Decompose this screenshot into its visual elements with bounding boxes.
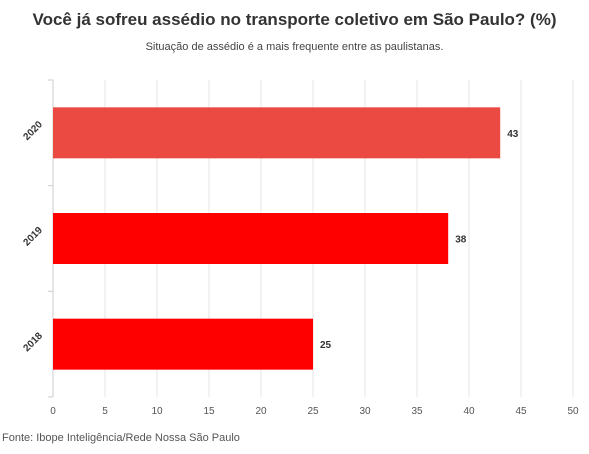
x-tick-label: 45 [515,406,527,417]
chart-subtitle: Situação de assédio é a mais frequente e… [145,41,444,53]
data-label: 25 [320,340,332,351]
x-tick-label: 30 [359,406,371,417]
category-label: 2020 [21,119,45,143]
bar-2020 [53,107,501,159]
x-tick-label: 50 [567,406,579,417]
x-tick-label: 10 [151,406,163,417]
x-tick-label: 25 [307,406,319,417]
bar-2018 [53,318,313,370]
x-tick-label: 0 [50,406,56,417]
x-tick-label: 15 [203,406,215,417]
x-tick-label: 20 [255,406,267,417]
bar-2019 [53,213,449,264]
category-label: 2019 [21,225,45,249]
source-note: Fonte: Ibope Inteligência/Rede Nossa São… [2,432,240,444]
x-tick-label: 40 [463,406,475,417]
category-label: 2018 [21,330,45,354]
data-label: 38 [455,235,467,246]
data-label: 43 [507,129,519,140]
chart-title: Você já sofreu assédio no transporte col… [32,10,557,29]
x-tick-label: 35 [411,406,423,417]
x-tick-label: 5 [102,406,108,417]
